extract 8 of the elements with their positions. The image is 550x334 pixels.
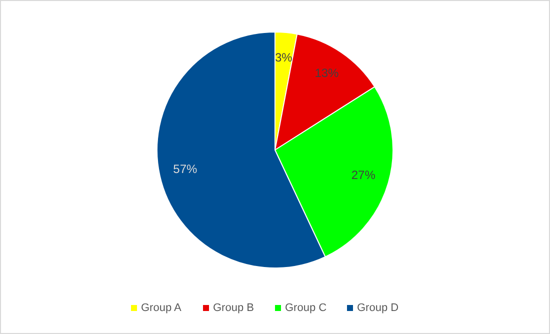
legend-label: Group A bbox=[141, 302, 182, 314]
data-label: 27% bbox=[351, 168, 376, 182]
legend-label: Group C bbox=[285, 302, 327, 314]
data-label: 57% bbox=[173, 162, 198, 176]
legend-label: Group D bbox=[357, 302, 399, 314]
data-label: 13% bbox=[314, 66, 340, 80]
legend-label: Group B bbox=[213, 302, 254, 314]
data-label: 3% bbox=[274, 50, 293, 65]
